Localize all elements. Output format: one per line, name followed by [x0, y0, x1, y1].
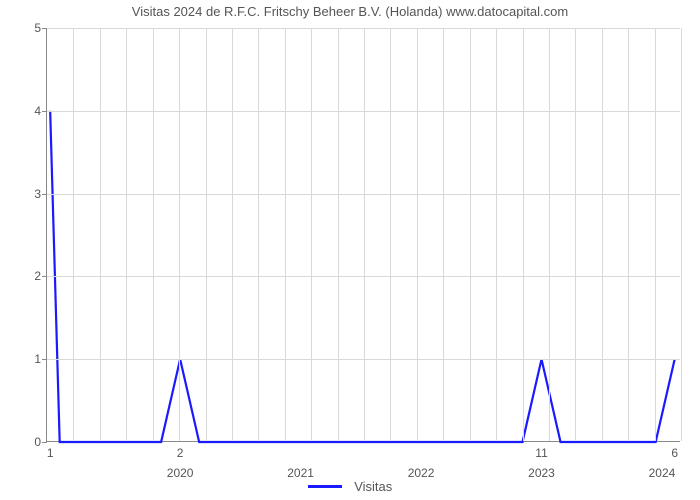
grid-horizontal [47, 276, 680, 277]
y-tick-mark [42, 194, 47, 195]
y-tick-mark [42, 28, 47, 29]
grid-vertical [470, 28, 471, 441]
x-top-value-label: 2 [177, 446, 184, 462]
grid-vertical [523, 28, 524, 441]
grid-vertical [179, 28, 180, 441]
y-tick-mark [42, 442, 47, 443]
grid-vertical [549, 28, 550, 441]
chart-title: Visitas 2024 de R.F.C. Fritschy Beheer B… [0, 4, 700, 19]
x-top-value-label: 11 [535, 446, 547, 462]
y-tick-mark [42, 111, 47, 112]
grid-vertical [628, 28, 629, 441]
grid-vertical [681, 28, 682, 441]
x-top-value-label: 1 [47, 446, 54, 462]
grid-vertical [285, 28, 286, 441]
y-tick-mark [42, 276, 47, 277]
grid-vertical [443, 28, 444, 441]
grid-vertical [655, 28, 656, 441]
grid-vertical [575, 28, 576, 441]
grid-vertical [311, 28, 312, 441]
plot-area: 0123451211620202021202220232024 [46, 28, 680, 442]
grid-vertical [258, 28, 259, 441]
grid-horizontal [47, 28, 680, 29]
grid-vertical [73, 28, 74, 441]
grid-vertical [153, 28, 154, 441]
legend-swatch [308, 485, 342, 488]
legend: Visitas [0, 478, 700, 496]
grid-vertical [496, 28, 497, 441]
grid-vertical [338, 28, 339, 441]
grid-vertical [126, 28, 127, 441]
grid-vertical [390, 28, 391, 441]
chart-container: Visitas 2024 de R.F.C. Fritschy Beheer B… [0, 0, 700, 500]
grid-vertical [602, 28, 603, 441]
grid-horizontal [47, 111, 680, 112]
grid-vertical [417, 28, 418, 441]
grid-vertical [100, 28, 101, 441]
legend-label: Visitas [354, 479, 392, 494]
grid-horizontal [47, 359, 680, 360]
grid-vertical [232, 28, 233, 441]
y-tick-mark [42, 359, 47, 360]
x-top-value-label: 6 [671, 446, 678, 462]
grid-vertical [206, 28, 207, 441]
grid-horizontal [47, 194, 680, 195]
grid-vertical [364, 28, 365, 441]
